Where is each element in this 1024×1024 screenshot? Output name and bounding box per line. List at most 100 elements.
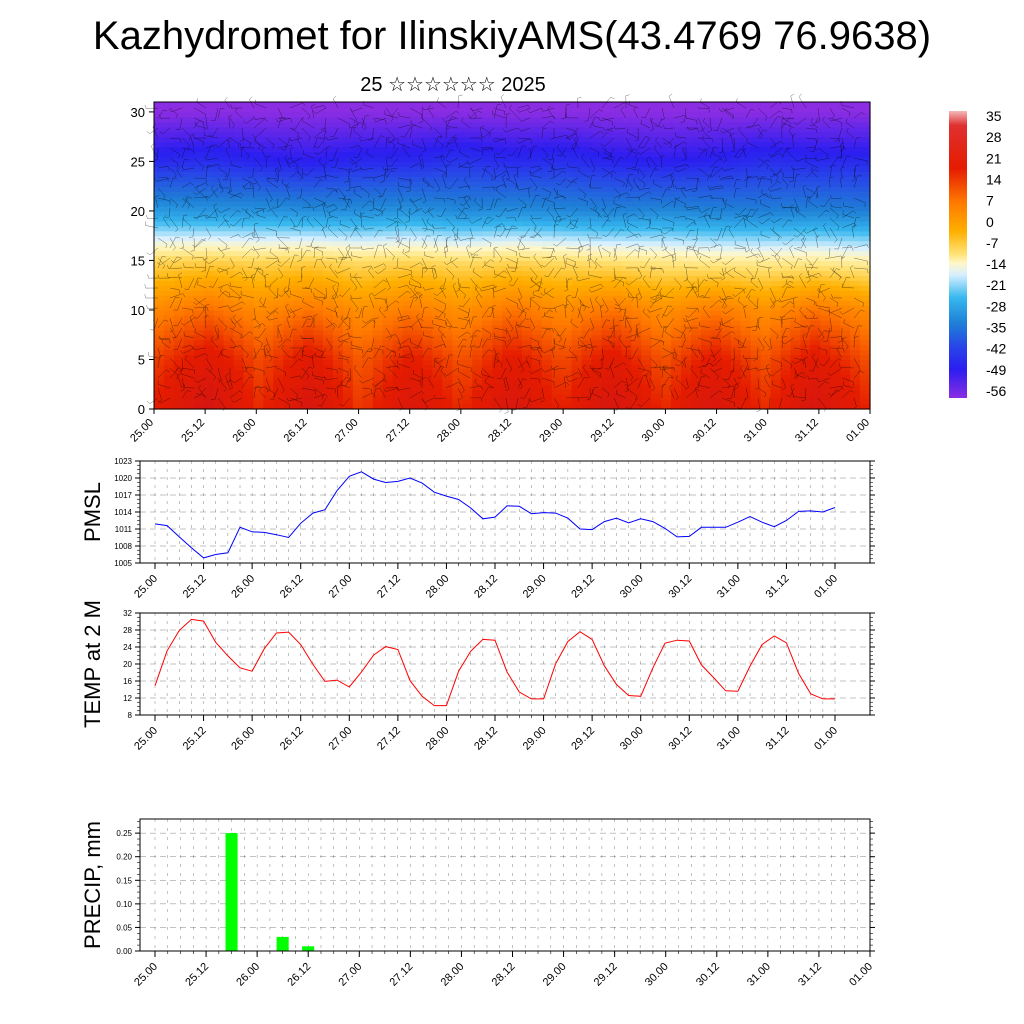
wind-barb-flag (227, 136, 231, 140)
wind-barb-flag (288, 137, 292, 142)
heat-cell (233, 359, 245, 366)
heat-cell (173, 166, 185, 172)
heat-cell (263, 210, 274, 217)
wind-barb (289, 102, 303, 109)
wind-barb-flag (320, 128, 325, 130)
heat-cell (203, 201, 215, 207)
heat-cell (790, 235, 801, 242)
heat-cell (591, 220, 603, 227)
heat-cell (392, 270, 404, 276)
heat-cell (372, 290, 384, 296)
heat-cell (303, 156, 314, 163)
heat-cell (840, 404, 851, 410)
heat-cell (422, 389, 434, 395)
wind-barb-flag (314, 152, 319, 155)
heat-cell (850, 220, 861, 227)
heat-cell (581, 265, 593, 271)
heat-cell (502, 161, 513, 167)
heat-cell (333, 116, 344, 123)
heat-cell (173, 102, 185, 108)
heat-cell (253, 245, 264, 252)
heat-cell (243, 136, 255, 143)
heat-cell (820, 111, 831, 118)
heat-cell (362, 309, 374, 316)
heat-cell (720, 324, 732, 331)
heat-cell (730, 364, 742, 370)
heat-cell (193, 285, 205, 291)
heat-cell (591, 240, 603, 247)
heat-cell (730, 374, 742, 380)
heat-cell (581, 314, 593, 321)
heat-cell (561, 196, 573, 202)
heat-cell (154, 305, 165, 311)
heat-cell (163, 329, 175, 336)
heat-cell (631, 215, 642, 222)
heat-cell (382, 260, 394, 266)
heat-cell (293, 121, 304, 128)
heat-cell (671, 394, 682, 400)
heat-cell (163, 230, 175, 237)
heat-cell (382, 399, 394, 405)
heat-cell (621, 186, 632, 192)
heat-cell (651, 369, 662, 375)
heat-cell (591, 275, 603, 281)
heat-cell (531, 255, 543, 262)
heat-cell (432, 141, 443, 148)
heat-cell (621, 161, 632, 167)
heat-cell (243, 235, 255, 242)
heat-cell (691, 166, 702, 172)
heat-cell (492, 295, 503, 301)
heat-cell (442, 191, 453, 197)
wind-barb (169, 147, 180, 155)
heat-cell (730, 275, 742, 281)
heat-cell (531, 329, 543, 336)
wind-barb-flag (697, 127, 699, 132)
heat-cell (830, 275, 841, 281)
heat-cell (462, 354, 473, 361)
heat-cell (442, 399, 453, 405)
heat-cell (641, 344, 652, 351)
heat-cell (591, 389, 603, 395)
heat-cell (512, 166, 523, 172)
heat-cell (352, 106, 364, 113)
heat-cell (641, 245, 652, 252)
heat-cell (342, 300, 354, 306)
heat-cell (263, 146, 274, 153)
wind-barb (733, 137, 736, 151)
heat-cell (730, 235, 742, 242)
heat-cell (820, 240, 831, 247)
heat-cell (541, 146, 553, 153)
heat-cell (303, 250, 314, 257)
heat-cell (671, 255, 682, 262)
wind-barb (724, 111, 735, 119)
heat-cell (352, 260, 364, 266)
heat-cell (720, 111, 732, 118)
heat-cell (362, 215, 374, 222)
wind-barb (333, 127, 339, 137)
heat-cell (283, 270, 294, 276)
heat-cell (661, 329, 672, 336)
heat-cell (790, 374, 801, 380)
wind-barb-flag (509, 104, 512, 109)
heat-cell (382, 309, 394, 316)
heat-cell (681, 394, 692, 400)
heat-cell (163, 181, 175, 187)
heat-cell (810, 280, 821, 286)
heat-cell (223, 329, 235, 336)
heat-cell (432, 131, 443, 138)
heat-cell (243, 324, 255, 331)
wind-barb (601, 129, 610, 139)
heat-cell (571, 250, 583, 257)
heat-cell (820, 116, 831, 123)
wind-barb-flag (358, 137, 362, 142)
heat-cell (800, 126, 811, 133)
heat-cell (700, 230, 712, 237)
heat-cell (342, 121, 354, 128)
heat-cell (561, 339, 573, 346)
heat-cell (531, 156, 543, 163)
heat-cell (571, 116, 583, 123)
heat-cell (631, 389, 642, 395)
heat-cell (382, 295, 394, 301)
heat-cell (293, 181, 304, 187)
heat-cell (720, 176, 732, 182)
